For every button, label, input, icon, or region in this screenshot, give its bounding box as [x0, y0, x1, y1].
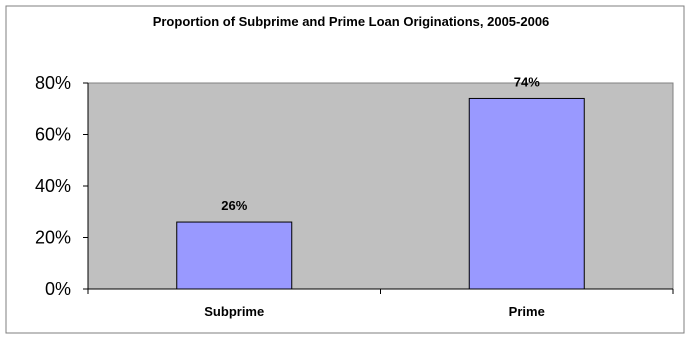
plot-area: [87, 82, 674, 290]
x-tick-label-subprime: Subprime: [204, 304, 264, 319]
chart-title: Proportion of Subprime and Prime Loan Or…: [153, 14, 550, 29]
value-labels: 26% 74%: [221, 74, 540, 213]
y-tick-label: 60%: [35, 125, 71, 145]
x-axis: Subprime Prime: [87, 288, 674, 319]
bar-subprime: [176, 221, 293, 290]
value-label-subprime: 26%: [221, 198, 247, 213]
bar-prime: [468, 97, 585, 290]
y-axis: 0% 20% 40% 60% 80%: [35, 73, 89, 299]
value-label-prime: 74%: [514, 74, 540, 89]
y-tick-label: 80%: [35, 73, 71, 93]
y-tick-label: 40%: [35, 176, 71, 196]
y-tick-label: 0%: [45, 279, 71, 299]
x-tick-label-prime: Prime: [509, 304, 545, 319]
y-tick-label: 20%: [35, 228, 71, 248]
